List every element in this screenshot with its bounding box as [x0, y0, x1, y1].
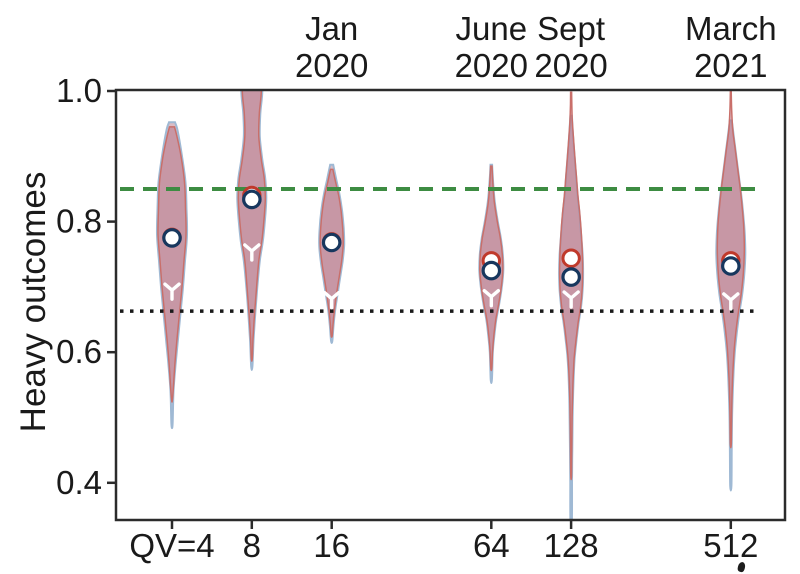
date-label-line2-qv-512: 2021: [694, 47, 767, 84]
median-blue-qv-64: [481, 260, 502, 281]
date-label-line2-qv-16: 2020: [295, 47, 368, 84]
axes-layer: [107, 88, 787, 529]
median-red-qv-128: [561, 248, 581, 268]
median-blue-qv-4: [162, 228, 182, 248]
violins-layer: [155, 90, 747, 520]
labels-layer: 1.00.80.60.4QV=4 8 16Jan202064June2020128S…: [56, 10, 777, 564]
date-label-line1-qv-512: March: [685, 10, 777, 47]
mean-tri-marker-qv-64: [482, 288, 501, 308]
median-blue-qv-128: [561, 267, 581, 287]
date-label-line2-qv-128: 2020: [534, 47, 607, 84]
y-tick-label-1.0: 1.0: [56, 72, 102, 109]
violin-red-qv-4: [157, 126, 187, 403]
violin-blue-qv-4: [155, 121, 189, 430]
markers-layer: [162, 185, 741, 311]
y-tick-label-0.4: 0.4: [56, 464, 102, 501]
y-tick-label-0.6: 0.6: [56, 333, 102, 370]
violin-red-qv-8: [237, 90, 267, 362]
x-tick-label-qv-128: 128: [544, 527, 599, 564]
axes-frame: [114, 88, 787, 522]
x-tick-label-qv-16: 16: [313, 527, 350, 564]
mean-tri-marker-qv-512: [722, 292, 740, 311]
x-tick-label-qv-512: 512: [703, 527, 758, 564]
y-tick-label-0.8: 0.8: [56, 203, 102, 240]
mean-tri-marker-qv-16: [322, 290, 341, 310]
x-tick-label-qv-4: QV=4: [129, 527, 214, 564]
date-label-line2-qv-64: 2020: [455, 47, 528, 84]
mean-tri-marker-qv-128: [562, 290, 580, 309]
reference-lines-layer: [120, 187, 757, 313]
date-label-line1-qv-128: Sept: [537, 10, 605, 47]
median-blue-qv-8: [242, 189, 262, 210]
x-tick-label-qv-8: 8: [243, 527, 261, 564]
violin-red-qv-16: [319, 168, 344, 338]
date-label-line1-qv-64: June: [456, 10, 528, 47]
mean-tri-marker-qv-8: [243, 243, 261, 262]
violin-blue-qv-8: [236, 90, 268, 371]
x-tick-label-qv-64: 64: [473, 527, 510, 564]
median-blue-qv-512: [721, 256, 741, 276]
median-blue-qv-16: [321, 232, 342, 253]
date-label-line1-qv-16: Jan: [305, 10, 358, 47]
violin-blue-qv-16: [318, 163, 346, 344]
y-axis-label: Heavy outcomes: [14, 172, 53, 433]
mean-tri-marker-qv-4: [163, 282, 181, 301]
